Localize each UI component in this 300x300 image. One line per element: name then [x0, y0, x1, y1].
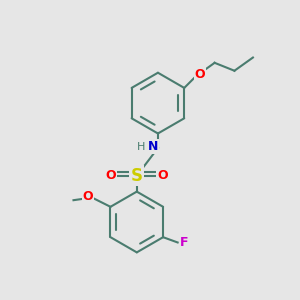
Text: O: O — [195, 68, 206, 81]
Text: F: F — [180, 236, 188, 249]
Text: H: H — [136, 142, 145, 152]
Text: N: N — [148, 140, 158, 153]
Text: S: S — [131, 167, 143, 185]
Text: O: O — [157, 169, 168, 182]
Text: O: O — [83, 190, 93, 203]
Text: O: O — [106, 169, 116, 182]
